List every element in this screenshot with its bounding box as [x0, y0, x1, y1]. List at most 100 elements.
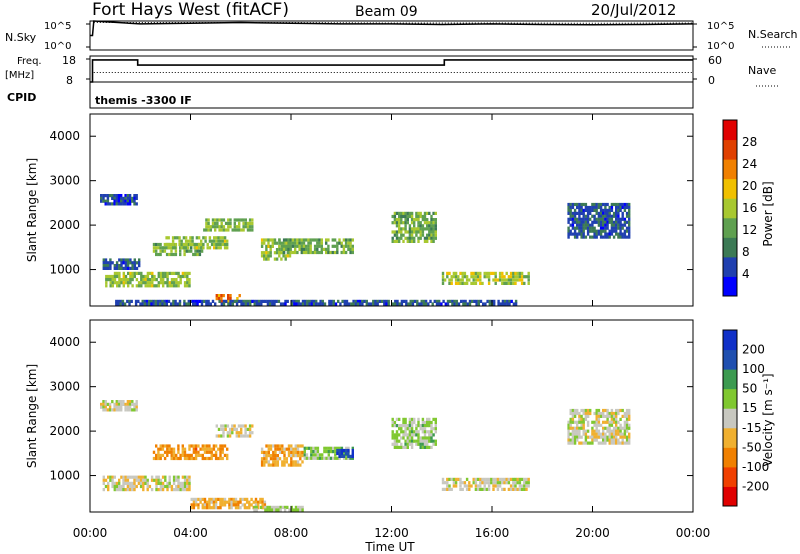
- vel-cells-cell: [597, 432, 601, 436]
- power-cells-cell: [434, 218, 437, 222]
- vel-cells-cell: [283, 463, 286, 467]
- vel-cells-cell: [602, 435, 605, 439]
- vel-cells-cell: [155, 478, 158, 482]
- vel-cells-cell: [248, 434, 252, 438]
- vel-cells-cell: [591, 441, 594, 445]
- power-cells-cell: [402, 239, 405, 243]
- power-cells-cell: [343, 299, 346, 303]
- vel-cells-cell: [591, 438, 594, 442]
- power-cells-cell: [400, 221, 403, 225]
- power-cells-cell: [118, 284, 121, 288]
- power-cells-cell: [580, 229, 583, 233]
- power-cells-cell: [615, 217, 618, 221]
- power-cells-cell: [233, 225, 236, 229]
- power-cells-cell: [266, 302, 270, 306]
- power-cells-cell: [428, 224, 431, 228]
- vel-cells-cell: [267, 460, 270, 464]
- vel-cells-cell: [593, 420, 596, 424]
- vel-cells-cell: [595, 411, 598, 416]
- power-cells-cell: [271, 299, 274, 303]
- power-cells-cell: [124, 264, 128, 268]
- power-cells-cell: [174, 236, 177, 240]
- power-cells-cell: [104, 261, 108, 265]
- power-cells-cell: [488, 299, 491, 303]
- power-cells-cell: [411, 302, 415, 306]
- vel-cells-cell: [434, 439, 437, 443]
- power-cells-cell: [166, 284, 169, 288]
- vel-cells-cell: [175, 488, 178, 492]
- vel-cells-cell: [334, 450, 337, 454]
- vel-cells-cell: [595, 429, 598, 433]
- vel-cells-cell: [518, 484, 522, 488]
- vel-cells-cell: [336, 451, 339, 456]
- vel-cells-cell: [261, 503, 264, 507]
- vel-cells-cell: [111, 400, 114, 404]
- power-cells-cell: [472, 281, 475, 285]
- vel-cells-cell: [391, 420, 394, 425]
- vel-cells-cell: [272, 444, 275, 448]
- power-cells-cell: [295, 302, 298, 306]
- power-cells-cell: [140, 281, 143, 285]
- power-cells-cell: [127, 281, 130, 285]
- power-cells-cell: [155, 242, 158, 247]
- colorbar-segment: [723, 408, 737, 429]
- power-cells-cell: [188, 271, 191, 275]
- vel-cells-cell: [507, 477, 511, 481]
- vel-cells-cell: [597, 435, 601, 439]
- power-cells-cell: [623, 220, 627, 224]
- power-cells-cell: [213, 246, 216, 250]
- vel-cells-cell: [228, 431, 232, 435]
- power-cells-cell: [628, 205, 631, 210]
- vel-cells-cell: [206, 450, 209, 454]
- power-cells-cell: [135, 194, 138, 198]
- power-cells-cell: [419, 221, 422, 225]
- power-cells-cell: [200, 302, 204, 306]
- power-cells-cell: [426, 224, 429, 228]
- power-cells-cell: [606, 226, 609, 230]
- vel-cells-cell: [212, 503, 216, 507]
- vel-cells-cell: [628, 435, 631, 439]
- power-cells-cell: [102, 261, 105, 265]
- vel-cells-cell: [608, 411, 611, 416]
- vel-cells-cell: [287, 450, 291, 454]
- vel-cells-cell: [170, 488, 174, 492]
- vel-cells-cell: [278, 444, 282, 448]
- vel-cells-cell: [615, 435, 618, 439]
- power-cells-cell: [286, 254, 290, 258]
- vel-cells-cell: [243, 506, 247, 510]
- vel-cells-cell: [430, 433, 433, 437]
- power-cells-cell: [602, 235, 605, 239]
- date-label: 20/Jul/2012: [591, 1, 676, 19]
- vel-cells-cell: [597, 420, 601, 424]
- vel-cells-cell: [457, 477, 460, 481]
- vel-cells-cell: [430, 420, 433, 425]
- power-cells-cell: [604, 223, 607, 227]
- power-cells-cell: [426, 233, 429, 237]
- power-cells-cell: [166, 274, 169, 279]
- vel-cells-cell: [290, 444, 293, 448]
- power-cells-cell: [426, 211, 429, 215]
- power-cells-cell: [406, 211, 409, 215]
- vel-cells-cell: [212, 506, 216, 510]
- vel-cells-cell: [523, 481, 526, 485]
- power-cells-cell: [290, 302, 294, 306]
- vel-cells-cell: [104, 484, 108, 489]
- power-cells-cell: [202, 242, 205, 247]
- power-cells-cell: [404, 236, 407, 240]
- vel-cells-cell: [152, 450, 156, 454]
- vel-cells-cell: [628, 423, 631, 427]
- power-cells-cell: [419, 211, 422, 215]
- vel-cells-cell: [226, 453, 229, 457]
- power-cells-cell: [242, 218, 245, 222]
- power-cells-cell: [244, 299, 248, 303]
- vel-cells-cell: [400, 424, 403, 428]
- vel-cells-cell: [512, 477, 515, 481]
- vel-cells-cell: [507, 487, 511, 491]
- power-cells-cell: [113, 274, 117, 279]
- vel-cells-cell: [190, 453, 193, 457]
- vel-cells-cell: [206, 500, 209, 504]
- vel-cells-cell: [421, 417, 425, 421]
- vel-cells-cell: [623, 423, 627, 427]
- power-cells-cell: [190, 246, 193, 250]
- power-cells-cell: [599, 229, 603, 233]
